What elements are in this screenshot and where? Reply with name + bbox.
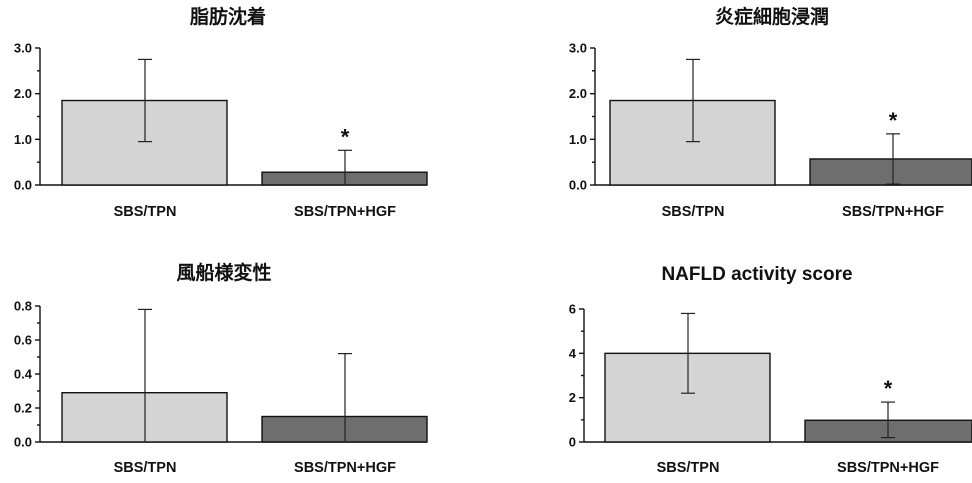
chart-title: 風船様変性 [176,261,271,284]
y-tick-label: 0.0 [569,178,587,193]
y-tick-label: 0.8 [14,299,32,314]
x-category-label: SBS/TPN [114,460,177,476]
chart-title: NAFLD activity score [661,264,852,285]
y-tick-label: 6 [569,302,576,317]
chart-title: 炎症細胞浸潤 [715,5,829,28]
y-tick-label: 2.0 [14,86,32,101]
bar [809,158,972,186]
x-category-label: SBS/TPN+HGF [294,204,396,220]
y-tick-label: 2 [569,390,576,405]
y-tick-label: 1.0 [569,132,587,147]
chart-title: 脂肪沈着 [190,5,266,28]
y-tick-label: 0.4 [14,367,33,382]
x-category-label: SBS/TPN+HGF [294,460,396,476]
x-category-label: SBS/TPN [657,460,720,476]
y-tick-label: 0.2 [14,401,32,416]
significance-marker: * [884,376,893,401]
y-tick-label: 1.0 [14,132,32,147]
panel-nafld-activity-score: NAFLD activity score 0 2 4 6 SBS/TPN * SBS/TPN+… [569,264,972,476]
y-tick-label: 2.0 [569,86,587,101]
y-tick-label: 3.0 [14,41,32,56]
y-tick-label: 3.0 [569,41,587,56]
x-category-label: SBS/TPN+HGF [837,460,939,476]
y-tick-label: 4 [569,346,577,361]
x-category-label: SBS/TPN [114,204,177,220]
y-tick-label: 0 [569,435,576,450]
y-tick-label: 0.0 [14,178,32,193]
significance-marker: * [341,124,350,149]
y-tick-label: 0.0 [14,435,32,450]
x-category-label: SBS/TPN+HGF [842,204,944,220]
panel-ballooning-degeneration: 風船様変性 0.0 0.2 0.4 0.6 0.8 SBS/TPN SBS/TPN+HGF [14,261,428,476]
panel-fat-deposition: 脂肪沈着 0.0 1.0 2.0 3.0 SBS/TPN * SBS/TPN+HGF [14,5,428,220]
panel-inflammatory-infiltration: 炎症細胞浸潤 0.0 1.0 2.0 3.0 SBS/TPN * SBS/TPN+HGF [569,5,972,220]
y-tick-label: 0.6 [14,333,32,348]
x-category-label: SBS/TPN [662,204,725,220]
significance-marker: * [889,108,898,133]
